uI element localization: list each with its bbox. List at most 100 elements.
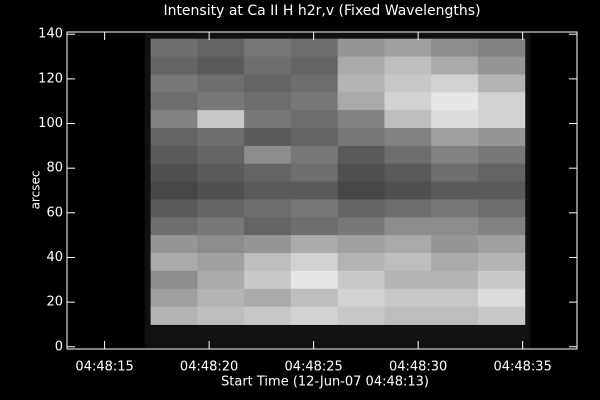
heatmap-cell xyxy=(477,235,526,254)
x-tick-label: 04:48:25 xyxy=(284,360,342,375)
heatmap-cell xyxy=(150,217,198,236)
heatmap-cell xyxy=(431,270,479,290)
heatmap-cell xyxy=(337,217,385,236)
heatmap-cell xyxy=(477,74,526,93)
heatmap-cell xyxy=(150,253,198,272)
heatmap-cell xyxy=(197,145,245,165)
heatmap-cell xyxy=(290,270,339,290)
x-tick-label: 04:48:20 xyxy=(180,360,238,375)
heatmap-cell xyxy=(197,92,245,111)
heatmap-cell xyxy=(384,181,432,200)
heatmap-cell xyxy=(431,181,479,200)
heatmap-cell xyxy=(244,38,292,58)
heatmap-cell xyxy=(150,145,198,165)
y-tick-label: 140 xyxy=(38,27,63,42)
heatmap-cell xyxy=(150,127,198,147)
heatmap-cell xyxy=(477,56,526,75)
heatmap-cell xyxy=(197,306,245,325)
y-tick-label: 20 xyxy=(46,295,63,310)
heatmap-cell xyxy=(477,253,526,272)
heatmap-cell xyxy=(431,253,479,272)
heatmap-cell xyxy=(337,92,385,111)
x-tick-label: 04:48:15 xyxy=(75,360,133,375)
heatmap-cell xyxy=(431,217,479,236)
heatmap-cell xyxy=(477,110,526,129)
x-axis-label: Start Time (12-Jun-07 04:48:13) xyxy=(221,375,429,390)
chart-title: Intensity at Ca II H h2r,v (Fixed Wavele… xyxy=(163,3,480,19)
heatmap-cell xyxy=(477,306,526,325)
heatmap-cell xyxy=(477,38,526,58)
heatmap-cell xyxy=(431,288,479,308)
heatmap-cell xyxy=(431,127,479,147)
heatmap-cell xyxy=(150,181,198,200)
heatmap-cell xyxy=(290,145,339,165)
heatmap-cell xyxy=(197,253,245,272)
heatmap-cell xyxy=(150,306,198,325)
heatmap-cell xyxy=(290,199,339,218)
heatmap-cell xyxy=(290,92,339,111)
heatmap-cell xyxy=(150,110,198,129)
heatmap-cell xyxy=(150,74,198,93)
heatmap-cell xyxy=(477,217,526,236)
heatmap-cell xyxy=(431,235,479,254)
heatmap-cell xyxy=(337,56,385,75)
heatmap-cell xyxy=(384,127,432,147)
heatmap-cell xyxy=(337,38,385,58)
heatmap-cell xyxy=(244,235,292,254)
heatmap-cell xyxy=(337,74,385,93)
y-tick-label: 100 xyxy=(38,116,63,131)
heatmap-cell xyxy=(337,306,385,325)
heatmap-cell xyxy=(384,74,432,93)
heatmap-cell xyxy=(477,163,526,183)
heatmap-cell xyxy=(290,127,339,147)
heatmap-cell xyxy=(150,38,198,58)
heatmap-cell xyxy=(244,163,292,183)
heatmap-cell xyxy=(197,181,245,200)
heatmap-cell xyxy=(431,74,479,93)
x-tick-label: 04:48:35 xyxy=(493,360,551,375)
heatmap-cell xyxy=(197,56,245,75)
y-tick-label: 80 xyxy=(46,161,63,176)
heatmap-cell xyxy=(150,56,198,75)
heatmap-cell xyxy=(431,199,479,218)
heatmap-cell xyxy=(197,110,245,129)
heatmap-cell xyxy=(337,163,385,183)
heatmap-cell xyxy=(244,56,292,75)
heatmap-cell xyxy=(244,253,292,272)
heatmap-cell xyxy=(244,288,292,308)
heatmap-cell xyxy=(384,199,432,218)
plot-frame xyxy=(66,31,578,350)
heatmap-cell xyxy=(197,38,245,58)
heatmap-cell xyxy=(337,235,385,254)
heatmap-cell xyxy=(384,163,432,183)
heatmap-cell xyxy=(150,92,198,111)
heatmap-cell xyxy=(384,253,432,272)
y-axis-label: arcsec xyxy=(29,171,43,210)
heatmap-cell xyxy=(431,92,479,111)
heatmap-cell xyxy=(290,38,339,58)
heatmap-cell xyxy=(290,56,339,75)
heatmap-cell xyxy=(477,92,526,111)
heatmap-cell xyxy=(197,235,245,254)
heatmap-cell xyxy=(337,110,385,129)
heatmap-cell xyxy=(477,288,526,308)
heatmap-cell xyxy=(244,306,292,325)
heatmap-cell xyxy=(337,145,385,165)
heatmap-cell xyxy=(384,235,432,254)
heatmap-cell xyxy=(290,235,339,254)
heatmap-cell xyxy=(197,74,245,93)
heatmap-cell xyxy=(384,92,432,111)
heatmap-cell xyxy=(197,127,245,147)
heatmap-cell xyxy=(337,181,385,200)
heatmap-cell xyxy=(150,235,198,254)
heatmap-cell xyxy=(477,181,526,200)
heatmap-cell xyxy=(477,270,526,290)
heatmap-cell xyxy=(244,74,292,93)
heatmap-cell xyxy=(197,217,245,236)
heatmap-cell xyxy=(477,127,526,147)
heatmap-cell xyxy=(384,56,432,75)
heatmap-cell xyxy=(431,56,479,75)
heatmap-cell xyxy=(431,306,479,325)
heatmap-cell xyxy=(244,145,292,165)
